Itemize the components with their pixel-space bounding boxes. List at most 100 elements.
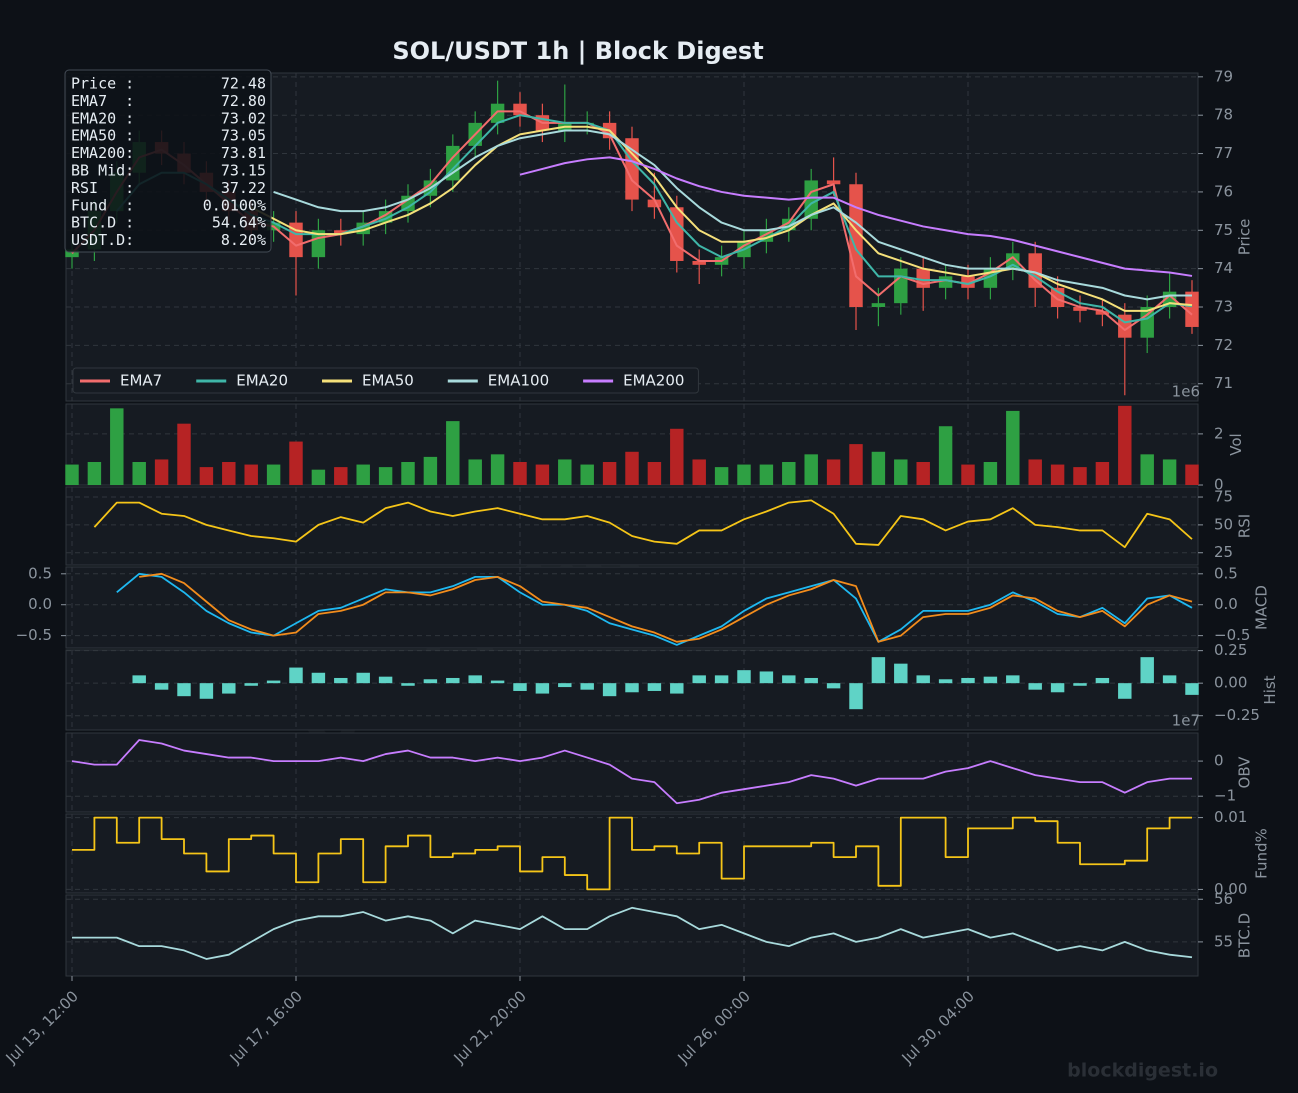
series-line — [116, 114, 1193, 324]
bar — [670, 683, 684, 694]
y-tick-label-left: 0.5 — [28, 564, 52, 582]
info-value: 8.20% — [221, 231, 266, 249]
bar — [1185, 683, 1199, 695]
y-tick-label: 0.01 — [1214, 808, 1247, 826]
candle-body — [513, 103, 527, 116]
bar — [356, 464, 370, 485]
bar — [177, 423, 191, 485]
bar — [602, 683, 617, 697]
bar — [737, 464, 751, 485]
bar — [535, 464, 550, 485]
candle-body — [938, 276, 953, 288]
y-tick-label: 25 — [1214, 543, 1233, 561]
info-value: 72.48 — [221, 75, 266, 93]
info-label: EMA20 : — [71, 109, 134, 127]
series-line — [273, 129, 1192, 301]
bar — [983, 462, 998, 485]
bar — [871, 657, 886, 684]
bar — [490, 680, 505, 684]
bar — [222, 683, 236, 694]
info-label: EMA50 : — [71, 127, 134, 145]
bar — [647, 683, 662, 691]
candle-body — [1185, 291, 1199, 327]
y-tick-label: 0.25 — [1214, 641, 1247, 659]
bar — [849, 444, 863, 485]
info-label: RSI : — [71, 179, 134, 197]
info-label: EMA7 : — [71, 92, 134, 110]
info-value: 73.81 — [221, 144, 266, 162]
info-value: 73.05 — [221, 127, 266, 145]
info-value: 72.80 — [221, 92, 266, 110]
bar — [737, 670, 751, 684]
y-tick-label: −1 — [1214, 787, 1236, 805]
bar — [692, 459, 706, 485]
info-box: Price : 72.48 EMA7 : 72.80 EMA20 : 73.02 EMA50… — [64, 69, 272, 253]
y-tick-label: 0 — [1214, 752, 1224, 770]
bar — [916, 462, 930, 485]
y-axis-label: Hist — [1261, 675, 1279, 704]
bar — [513, 462, 527, 485]
candle-body — [647, 199, 662, 208]
y-tick-label: 75 — [1214, 221, 1233, 239]
bar — [670, 428, 684, 485]
candle-body — [1140, 307, 1154, 338]
candle-body — [1006, 253, 1020, 269]
chart-title: SOL/USDT 1h | Block Digest — [392, 37, 763, 65]
y-tick-label-left: −0.5 — [16, 626, 52, 644]
bar — [983, 676, 998, 684]
bar — [1028, 683, 1042, 690]
bar — [714, 467, 729, 485]
info-value: 0.0100% — [203, 196, 266, 214]
bar — [289, 441, 303, 485]
bar — [826, 683, 841, 689]
bar — [132, 675, 146, 684]
bar — [401, 462, 415, 485]
bar — [423, 679, 438, 684]
info-value: 54.64% — [212, 214, 266, 232]
bar — [916, 675, 930, 684]
bar — [692, 675, 706, 684]
panel — [65, 732, 1199, 813]
y-axis-label: RSI — [1236, 514, 1254, 538]
bar — [1028, 459, 1042, 485]
y-tick-label: 2 — [1214, 424, 1224, 442]
bar — [647, 462, 662, 485]
y-tick-label: 79 — [1214, 67, 1233, 85]
bar — [782, 675, 796, 684]
bar — [199, 467, 214, 485]
bar — [334, 467, 348, 485]
info-label: BTC.D : — [71, 214, 134, 232]
y-tick-label: −0.5 — [1214, 626, 1250, 644]
bar — [378, 676, 393, 684]
bar — [849, 683, 863, 710]
bar — [759, 464, 774, 485]
candle-body — [759, 230, 774, 242]
bar — [468, 459, 482, 485]
bar — [1095, 677, 1110, 684]
bar — [1050, 683, 1065, 693]
series-line — [519, 156, 1193, 277]
legend-label: EMA20 — [236, 372, 288, 390]
bar — [558, 459, 572, 485]
bar — [558, 683, 572, 688]
bar — [938, 679, 953, 684]
y-axis-label: OBV — [1236, 756, 1254, 789]
bar — [1118, 683, 1132, 699]
info-label: EMA200: — [71, 144, 134, 162]
bar — [446, 421, 460, 485]
info-value: 73.02 — [221, 109, 266, 127]
bar — [266, 464, 281, 485]
candle-body — [1028, 253, 1042, 288]
y-tick-label: 0.0 — [1214, 595, 1238, 613]
bar — [199, 683, 214, 699]
bar — [446, 677, 460, 684]
bar — [871, 451, 886, 485]
bar — [826, 459, 841, 485]
bar — [222, 462, 236, 485]
y-tick-label: 50 — [1214, 515, 1233, 533]
bar — [401, 683, 415, 686]
y-tick-label: 0 — [1214, 476, 1224, 494]
y-tick-label: 72 — [1214, 336, 1233, 354]
bar — [266, 680, 281, 684]
bar — [110, 408, 124, 485]
